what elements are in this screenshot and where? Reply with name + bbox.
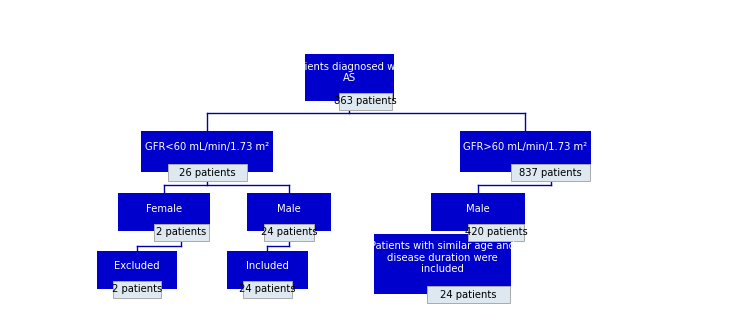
FancyBboxPatch shape: [431, 193, 525, 231]
Text: GFR>60 mL/min/1.73 m²: GFR>60 mL/min/1.73 m²: [463, 142, 588, 152]
FancyBboxPatch shape: [113, 281, 161, 298]
Text: 837 patients: 837 patients: [519, 168, 582, 178]
FancyBboxPatch shape: [168, 164, 246, 181]
Text: Patients diagnosed with
AS: Patients diagnosed with AS: [289, 62, 408, 83]
FancyBboxPatch shape: [305, 53, 394, 101]
Text: Included: Included: [246, 261, 289, 271]
FancyBboxPatch shape: [339, 93, 392, 110]
FancyBboxPatch shape: [511, 164, 591, 181]
FancyBboxPatch shape: [468, 224, 525, 241]
FancyBboxPatch shape: [118, 193, 210, 231]
Text: Male: Male: [277, 204, 300, 214]
FancyBboxPatch shape: [374, 234, 511, 294]
Text: 2 patients: 2 patients: [112, 284, 162, 294]
Text: Female: Female: [146, 204, 182, 214]
Text: 420 patients: 420 patients: [465, 227, 528, 237]
FancyBboxPatch shape: [227, 250, 308, 289]
Text: 24 patients: 24 patients: [239, 284, 296, 294]
Text: 24 patients: 24 patients: [440, 289, 497, 300]
FancyBboxPatch shape: [247, 193, 331, 231]
FancyBboxPatch shape: [460, 131, 591, 172]
Text: 24 patients: 24 patients: [260, 227, 317, 237]
FancyBboxPatch shape: [264, 224, 314, 241]
FancyBboxPatch shape: [428, 286, 510, 303]
Text: Male: Male: [466, 204, 490, 214]
FancyBboxPatch shape: [154, 224, 209, 241]
Text: 2 patients: 2 patients: [156, 227, 206, 237]
FancyBboxPatch shape: [243, 281, 292, 298]
Text: 863 patients: 863 patients: [334, 96, 397, 106]
Text: GFR<60 mL/min/1.73 m²: GFR<60 mL/min/1.73 m²: [145, 142, 269, 152]
Text: Patients with similar age and
disease duration were
included: Patients with similar age and disease du…: [370, 241, 515, 275]
FancyBboxPatch shape: [141, 131, 273, 172]
Text: 26 patients: 26 patients: [179, 168, 235, 178]
Text: Excluded: Excluded: [115, 261, 160, 271]
FancyBboxPatch shape: [97, 250, 178, 289]
